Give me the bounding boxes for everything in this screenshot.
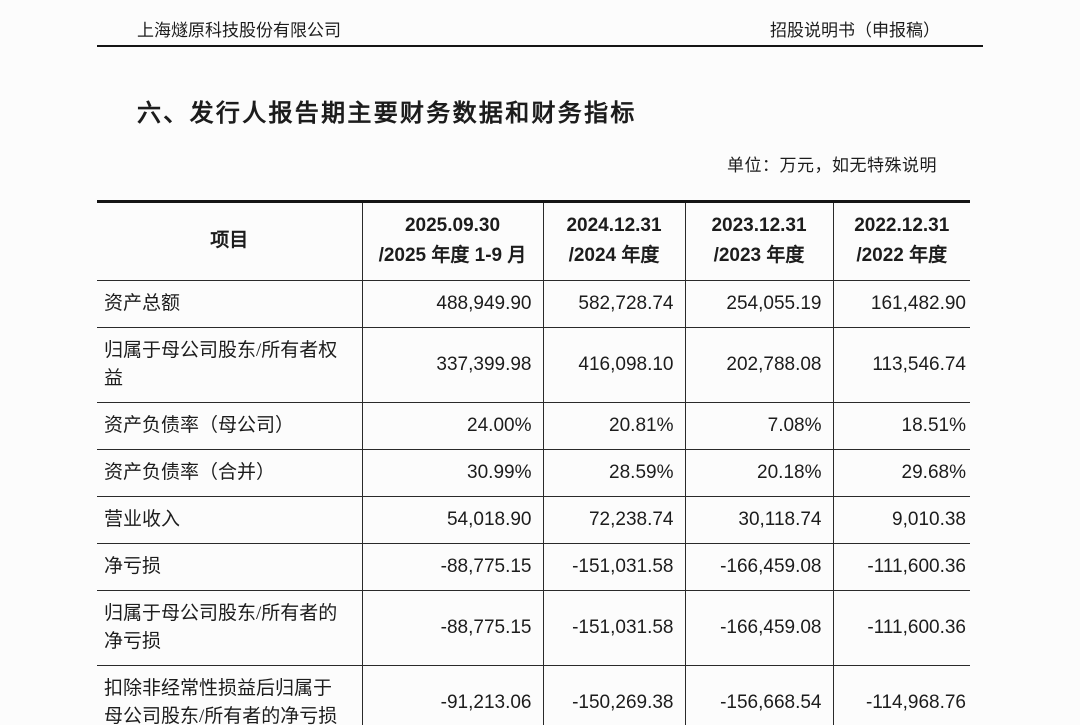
column-header-2022: 2022.12.31 /2022 年度	[832, 201, 970, 281]
row-value: 337,399.98	[361, 327, 543, 403]
row-value: 20.18%	[684, 449, 833, 497]
row-value: 28.59%	[542, 449, 685, 497]
row-value: -111,600.36	[832, 543, 970, 591]
header-divider	[97, 45, 983, 47]
row-label: 资产负债率（合并）	[97, 449, 362, 497]
row-value: -156,668.54	[684, 665, 833, 725]
table-row: 资产负债率（母公司） 24.00% 20.81% 7.08% 18.51%	[97, 402, 970, 450]
row-value: -114,968.76	[832, 665, 970, 725]
column-header-period: /2022 年度	[856, 245, 948, 266]
row-value: 30.99%	[361, 449, 543, 497]
row-value: 29.68%	[832, 449, 970, 497]
row-value: 18.51%	[832, 402, 970, 450]
row-label: 归属于母公司股东/所有者的净亏损	[97, 590, 362, 666]
document-type-label: 招股说明书（申报稿）	[770, 21, 940, 40]
row-value: 72,238.74	[542, 496, 685, 544]
column-header-2025: 2025.09.30 /2025 年度 1-9 月	[361, 201, 543, 281]
row-value: 54,018.90	[361, 496, 543, 544]
row-value: -91,213.06	[361, 665, 543, 725]
row-label: 净亏损	[97, 543, 362, 591]
page-header: 上海燧原科技股份有限公司 招股说明书（申报稿）	[137, 21, 940, 41]
row-value: -111,600.36	[832, 590, 970, 666]
row-label: 扣除非经常性损益后归属于母公司股东/所有者的净亏损	[97, 665, 362, 725]
row-value: 9,010.38	[832, 496, 970, 544]
column-header-2024: 2024.12.31 /2024 年度	[542, 201, 685, 281]
column-header-item: 项目	[97, 201, 362, 281]
row-value: 488,949.90	[361, 280, 543, 328]
row-value: 30,118.74	[684, 496, 833, 544]
row-value: -151,031.58	[542, 543, 685, 591]
financial-data-table: 项目 2025.09.30 /2025 年度 1-9 月 2024.12.31 …	[97, 200, 970, 725]
row-value: 161,482.90	[832, 280, 970, 328]
row-value: 582,728.74	[542, 280, 685, 328]
row-label: 资产总额	[97, 280, 362, 328]
row-value: 416,098.10	[542, 327, 685, 403]
table-header: 项目 2025.09.30 /2025 年度 1-9 月 2024.12.31 …	[97, 201, 970, 281]
column-header-date: 2024.12.31	[566, 215, 662, 236]
row-value: -88,775.15	[361, 590, 543, 666]
row-value: 254,055.19	[684, 280, 833, 328]
row-value: 113,546.74	[832, 327, 970, 403]
row-value: -166,459.08	[684, 590, 833, 666]
row-value: 20.81%	[542, 402, 685, 450]
row-value: 202,788.08	[684, 327, 833, 403]
row-value: -150,269.38	[542, 665, 685, 725]
column-header-period: /2025 年度 1-9 月	[378, 245, 527, 266]
table-row: 净亏损 -88,775.15 -151,031.58 -166,459.08 -…	[97, 543, 970, 591]
row-label: 营业收入	[97, 496, 362, 544]
row-value: -88,775.15	[361, 543, 543, 591]
column-header-date: 2022.12.31	[854, 215, 950, 236]
column-header-period: /2023 年度	[713, 245, 805, 266]
column-header-period: /2024 年度	[568, 245, 660, 266]
table-body: 资产总额 488,949.90 582,728.74 254,055.19 16…	[97, 280, 970, 725]
row-label: 归属于母公司股东/所有者权益	[97, 327, 362, 403]
company-name: 上海燧原科技股份有限公司	[137, 21, 341, 40]
row-value: -166,459.08	[684, 543, 833, 591]
table-row: 营业收入 54,018.90 72,238.74 30,118.74 9,010…	[97, 496, 970, 544]
section-title: 六、发行人报告期主要财务数据和财务指标	[137, 100, 637, 127]
table-row: 归属于母公司股东/所有者权益 337,399.98 416,098.10 202…	[97, 327, 970, 403]
row-value: 7.08%	[684, 402, 833, 450]
table-header-row: 项目 2025.09.30 /2025 年度 1-9 月 2024.12.31 …	[97, 201, 970, 281]
row-value: -151,031.58	[542, 590, 685, 666]
table-row: 扣除非经常性损益后归属于母公司股东/所有者的净亏损 -91,213.06 -15…	[97, 665, 970, 725]
table-row: 资产负债率（合并） 30.99% 28.59% 20.18% 29.68%	[97, 449, 970, 497]
unit-note: 单位：万元，如无特殊说明	[727, 156, 937, 175]
row-label: 资产负债率（母公司）	[97, 402, 362, 450]
column-header-date: 2025.09.30	[404, 215, 501, 236]
row-value: 24.00%	[361, 402, 543, 450]
table-row: 归属于母公司股东/所有者的净亏损 -88,775.15 -151,031.58 …	[97, 590, 970, 666]
column-header-date: 2023.12.31	[711, 215, 807, 236]
table-row: 资产总额 488,949.90 582,728.74 254,055.19 16…	[97, 280, 970, 328]
column-header-2023: 2023.12.31 /2023 年度	[684, 201, 833, 281]
